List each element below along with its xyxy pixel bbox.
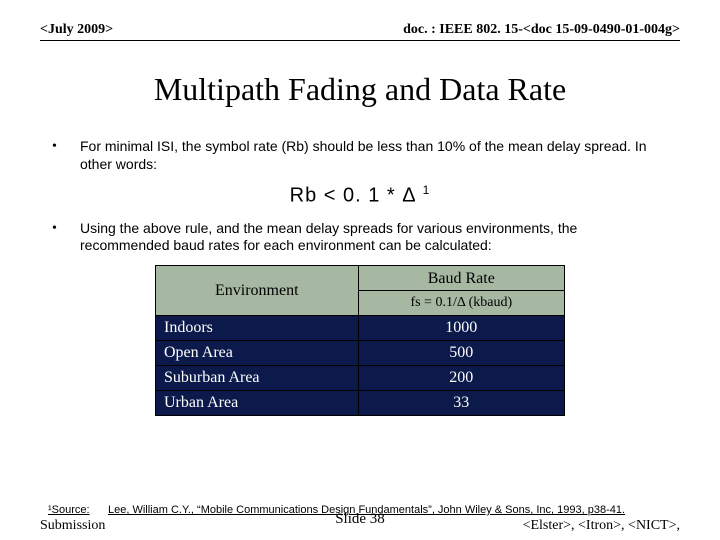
formula: Rb < 0. 1 * Δ 1 xyxy=(0,183,720,208)
cell-env: Indoors xyxy=(156,315,359,340)
bullet-1: • For minimal ISI, the symbol rate (Rb) … xyxy=(0,138,720,173)
baud-rate-table: Environment Baud Rate fs = 0.1/Δ (kbaud)… xyxy=(155,265,565,416)
bullet-text: For minimal ISI, the symbol rate (Rb) sh… xyxy=(80,138,670,173)
table-subheader: fs = 0.1/Δ (kbaud) xyxy=(358,290,564,315)
table-wrap: Environment Baud Rate fs = 0.1/Δ (kbaud)… xyxy=(155,265,565,416)
source-label: ¹Source: xyxy=(48,504,108,516)
header-underline xyxy=(40,40,680,41)
table-header-rate: Baud Rate xyxy=(358,265,564,290)
bullet-mark: • xyxy=(52,138,80,173)
slide-title: Multipath Fading and Data Rate xyxy=(0,71,720,108)
header-date: <July 2009> xyxy=(40,22,113,38)
formula-sup: 1 xyxy=(423,183,431,197)
table-row: Suburban Area 200 xyxy=(156,365,565,390)
footer-left: Submission xyxy=(40,518,105,534)
slide-number: Slide 38 xyxy=(335,511,385,528)
header-doc: doc. : IEEE 802. 15-<doc 15-09-0490-01-0… xyxy=(403,22,680,38)
footer: ¹Source: Lee, William C.Y., “Mobile Comm… xyxy=(0,504,720,534)
cell-env: Suburban Area xyxy=(156,365,359,390)
cell-rate: 200 xyxy=(358,365,564,390)
cell-rate: 33 xyxy=(358,390,564,415)
cell-rate: 1000 xyxy=(358,315,564,340)
table-header-env: Environment xyxy=(156,265,359,315)
cell-env: Open Area xyxy=(156,340,359,365)
table-row: Open Area 500 xyxy=(156,340,565,365)
formula-main: Rb < 0. 1 * Δ xyxy=(290,185,417,207)
cell-rate: 500 xyxy=(358,340,564,365)
table-row: Urban Area 33 xyxy=(156,390,565,415)
bullet-mark: • xyxy=(52,220,80,255)
header-bar: <July 2009> doc. : IEEE 802. 15-<doc 15-… xyxy=(0,0,720,40)
bullet-text: Using the above rule, and the mean delay… xyxy=(80,220,670,255)
table-row: Indoors 1000 xyxy=(156,315,565,340)
footer-right: <Elster>, <Itron>, <NICT>, xyxy=(523,518,680,534)
cell-env: Urban Area xyxy=(156,390,359,415)
bullet-2: • Using the above rule, and the mean del… xyxy=(0,220,720,255)
